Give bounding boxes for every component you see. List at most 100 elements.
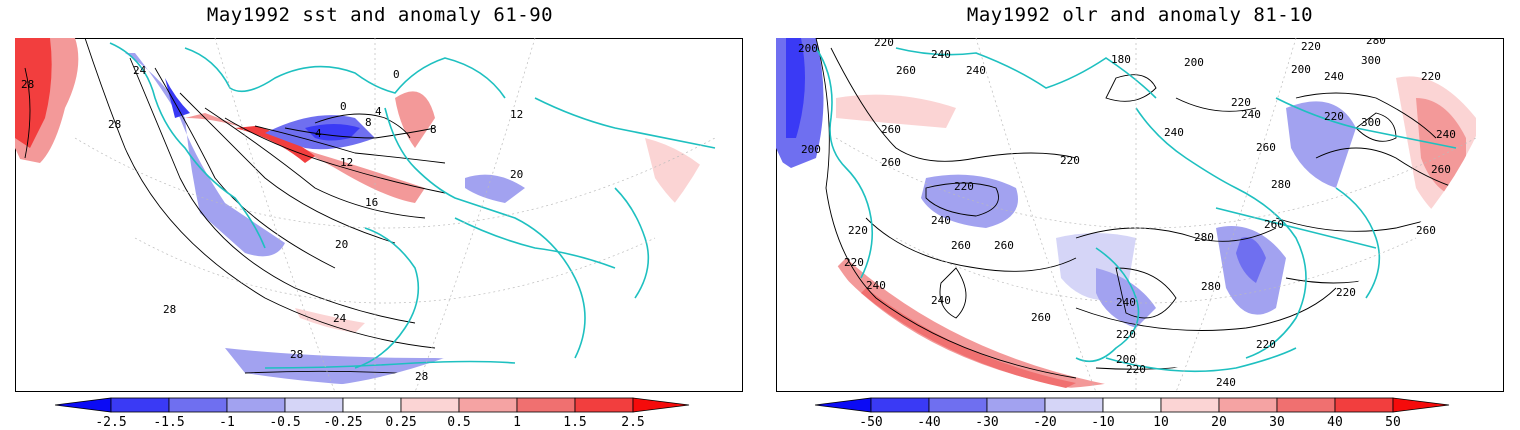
low-olr-west-core — [786, 38, 805, 138]
cold-anomaly-band — [125, 53, 285, 257]
contour-label: 200 — [801, 143, 821, 156]
contour-label: 28 — [108, 118, 121, 131]
contour-label: 16 — [365, 196, 378, 209]
contour-label: 24 — [333, 312, 347, 325]
colorbar-swatch — [986, 397, 1046, 413]
contour-label: 240 — [1116, 296, 1136, 309]
warm-anomaly-south — [295, 308, 365, 333]
contour-label: 240 — [1216, 376, 1236, 389]
colorbar-tick-label: -1 — [219, 415, 235, 430]
contour-label: 280 — [1194, 231, 1214, 244]
contour-label: 12 — [340, 156, 353, 169]
colorbar-swatch — [1392, 397, 1450, 413]
warm-anomaly-tongue — [185, 113, 425, 203]
colorbar-tick-label: -30 — [975, 415, 998, 430]
contour-label: 220 — [1421, 70, 1441, 83]
colorbar-swatch — [815, 397, 872, 413]
colorbar-tick-label: -0.25 — [323, 415, 362, 430]
contour-label: 260 — [881, 156, 901, 169]
contour-label: 8 — [430, 123, 437, 136]
contour-label: 260 — [1416, 224, 1436, 237]
colorbar-tick-label: -2.5 — [95, 415, 126, 430]
colorbar-tick-label: -20 — [1033, 415, 1056, 430]
colorbar-swatch — [55, 397, 112, 413]
contour-label: 240 — [866, 279, 886, 292]
colorbar-swatch — [1218, 397, 1278, 413]
contour-label: 20 — [510, 168, 523, 181]
cold-anomaly-med — [465, 174, 525, 203]
low-olr-africa-core — [1236, 237, 1266, 283]
colorbar-swatch — [574, 397, 634, 413]
panel-title-olr: May1992 olr and anomaly 81-10 — [966, 4, 1314, 26]
coastlines — [815, 47, 1457, 373]
contour-label: 300 — [1361, 116, 1381, 129]
colorbar-tick-label: -1.5 — [153, 415, 184, 430]
contour-label: 240 — [931, 294, 951, 307]
contour-label: 220 — [874, 38, 894, 49]
sst-anomaly-map: 28 28 24 20 16 12 8 4 0 0 4 8 12 20 24 2… — [15, 38, 743, 392]
contour-label: 260 — [1256, 141, 1276, 154]
contour-label: 20 — [335, 238, 348, 251]
contour-label: 4 — [375, 105, 382, 118]
contour-label: 28 — [290, 348, 303, 361]
colorbar-tick-label: 1 — [513, 415, 521, 430]
panel-title-sst: May1992 sst and anomaly 61-90 — [206, 4, 554, 26]
coastlines — [109, 42, 716, 369]
contour-label: 200 — [1116, 353, 1136, 366]
colorbar-tick-label: 30 — [1269, 415, 1285, 430]
contour-label: 220 — [1231, 96, 1251, 109]
contour-label: 280 — [1366, 38, 1386, 47]
contour-label: 24 — [133, 64, 147, 77]
colorbar-swatch — [1102, 397, 1162, 413]
contour-label: 240 — [1436, 128, 1456, 141]
contour-label: 260 — [1431, 163, 1451, 176]
colorbar-swatch — [400, 397, 460, 413]
colorbar-swatch — [1044, 397, 1104, 413]
contour-label: 200 — [1291, 63, 1311, 76]
colorbar-tick-label: -0.5 — [269, 415, 300, 430]
colorbar-swatch — [928, 397, 988, 413]
colorbar-swatch — [870, 397, 930, 413]
colorbar-swatch — [110, 397, 170, 413]
colorbar-swatch — [516, 397, 576, 413]
colorbar-tick-label: -10 — [1091, 415, 1114, 430]
contour-label: 220 — [1336, 286, 1356, 299]
contour-label: 300 — [1361, 54, 1381, 67]
contour-label: 220 — [1301, 40, 1321, 53]
colorbar-tick-label: 10 — [1153, 415, 1169, 430]
contour-label: 200 — [1184, 56, 1204, 69]
low-olr-center-core — [1096, 268, 1156, 328]
olr-anomaly-map: 200 220 240 260 240 180 200 220 200 220 … — [776, 38, 1504, 392]
high-olr-east-core — [1416, 98, 1466, 198]
contour-label: 0 — [340, 100, 347, 113]
high-olr-north — [836, 94, 956, 128]
colorbar-tick-label: 0.5 — [447, 415, 470, 430]
colorbar-tick-label: -40 — [917, 415, 940, 430]
colorbar-swatch — [226, 397, 286, 413]
contour-label: 200 — [798, 42, 818, 55]
contour-label: 260 — [951, 239, 971, 252]
contour-label: 220 — [1256, 338, 1276, 351]
colorbar-tick-label: 0.25 — [385, 415, 416, 430]
colorbar-swatch — [168, 397, 228, 413]
contour-label: 8 — [365, 116, 372, 129]
colorbar-swatch — [1276, 397, 1336, 413]
colorbar-tick-label: 20 — [1211, 415, 1227, 430]
contour-label: 28 — [415, 370, 428, 383]
contour-label: 260 — [994, 239, 1014, 252]
sst-colorbar: -2.5 -1.5 -1 -0.5 -0.25 0.25 0.5 1 1.5 2.5 — [55, 397, 690, 430]
contour-label: 240 — [1241, 108, 1261, 121]
cold-anomaly-spot — [165, 78, 190, 118]
contour-label: 220 — [954, 180, 974, 193]
colorbar-swatch — [458, 397, 518, 413]
contour-label: 28 — [21, 78, 34, 91]
contour-label: 260 — [896, 64, 916, 77]
olr-colorbar: -50 -40 -30 -20 -10 10 20 30 40 50 — [815, 397, 1450, 430]
contour-label: 4 — [315, 127, 322, 140]
colorbar-tick-label: 40 — [1327, 415, 1343, 430]
colorbar-tick-label: 2.5 — [621, 415, 644, 430]
low-olr-atlantic — [921, 174, 1018, 228]
contour-label: 240 — [1324, 70, 1344, 83]
contour-label: 240 — [931, 214, 951, 227]
contour-label: 220 — [1126, 363, 1146, 376]
